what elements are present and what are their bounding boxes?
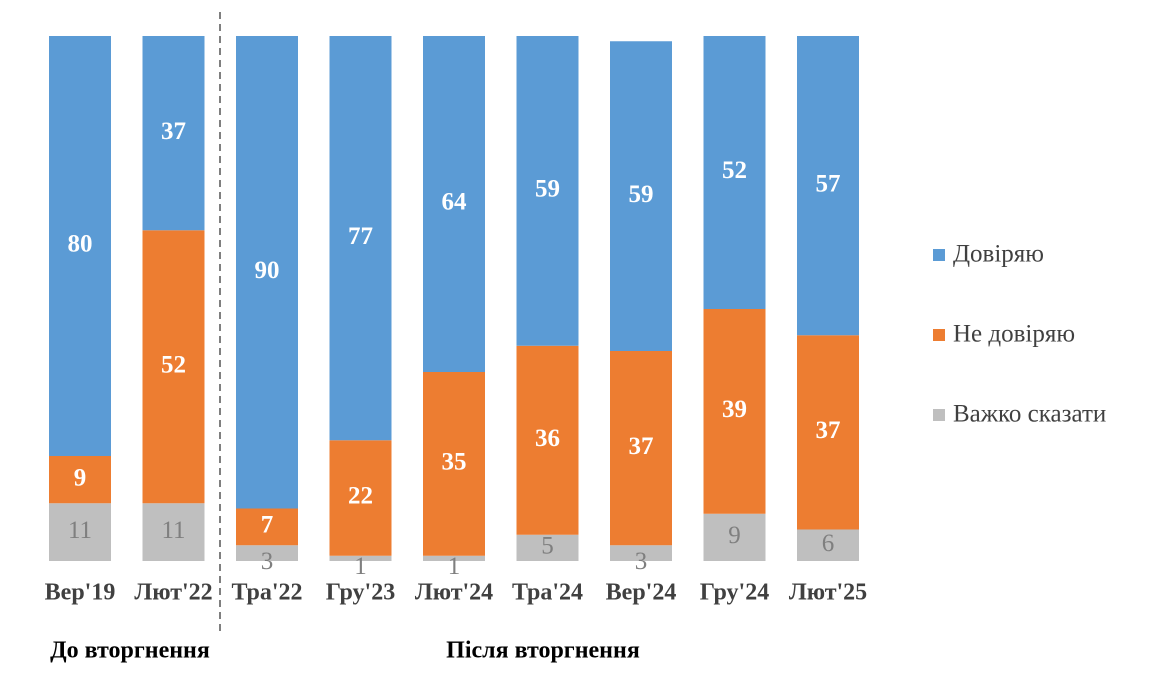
bar-segment: [142, 230, 205, 504]
bar-segment: [423, 555, 485, 561]
bar-segment: [329, 555, 392, 561]
x-tick-label: Вер'19: [45, 580, 116, 606]
x-tick-label: Лют'25: [789, 580, 867, 606]
value-label: 7: [261, 512, 274, 539]
bar-segment: [703, 309, 766, 514]
value-label: 9: [728, 522, 741, 549]
bar-segment: [516, 36, 579, 346]
bar-segment: [797, 335, 859, 530]
bar-segment: [49, 503, 111, 561]
bar-segment: [49, 456, 111, 504]
value-label: 3: [261, 548, 274, 575]
bar-segment: [142, 503, 205, 561]
value-label: 52: [161, 351, 186, 378]
bar-segment: [797, 36, 859, 336]
value-label: 77: [348, 223, 373, 250]
value-label: 11: [68, 517, 92, 544]
bar-segment: [703, 513, 766, 561]
x-tick-label: Лют'24: [415, 580, 493, 606]
value-label: 39: [722, 396, 747, 423]
value-label: 37: [816, 417, 841, 444]
bar-segment: [610, 545, 672, 561]
bar-segment: [236, 545, 298, 561]
legend-swatch: [933, 409, 945, 421]
value-label: 5: [541, 533, 554, 560]
value-label: 1: [354, 553, 367, 580]
x-tick-label: Гру'24: [700, 580, 769, 606]
bar-segment: [703, 36, 766, 309]
bar-segment: [516, 345, 579, 535]
x-tick-label: Тра'22: [231, 580, 302, 606]
value-label: 37: [629, 433, 654, 460]
bar-segment: [610, 41, 672, 351]
value-label: 22: [348, 483, 373, 510]
value-label: 52: [722, 157, 747, 184]
value-label: 90: [255, 257, 280, 284]
group-label: Після вторгнення: [446, 638, 640, 664]
bar-segment: [329, 36, 392, 441]
bar-segment: [423, 372, 485, 556]
bar-segment: [516, 534, 579, 561]
legend-label: Не довіряю: [953, 321, 1075, 348]
bar-segment: [49, 36, 111, 456]
legend-swatch: [933, 249, 945, 261]
bar-segment: [236, 36, 298, 509]
legend-swatch: [933, 329, 945, 341]
x-tick-label: Гру'23: [326, 580, 395, 606]
value-label: 59: [629, 181, 654, 208]
value-label: 6: [822, 530, 835, 557]
group-label: До вторгнення: [50, 638, 210, 664]
value-label: 11: [161, 517, 185, 544]
legend-label: Важко сказати: [953, 401, 1106, 428]
value-label: 57: [816, 170, 841, 197]
bar-segment: [236, 508, 298, 546]
x-tick-label: Лют'22: [134, 580, 212, 606]
value-label: 80: [68, 231, 93, 258]
bar-segment: [142, 36, 205, 231]
value-label: 36: [535, 425, 560, 452]
legend-label: Довіряю: [953, 241, 1044, 268]
bar-segment: [423, 36, 485, 372]
value-label: 35: [442, 449, 467, 476]
value-label: 9: [74, 464, 87, 491]
x-tick-label: Тра'24: [512, 580, 583, 606]
bar-segment: [610, 351, 672, 546]
bar-segment: [797, 529, 859, 561]
value-label: 3: [635, 548, 648, 575]
bar-segment: [329, 440, 392, 556]
value-label: 1: [448, 553, 461, 580]
value-label: 64: [442, 189, 468, 216]
value-label: 59: [535, 176, 560, 203]
x-tick-label: Вер'24: [606, 580, 677, 606]
value-label: 37: [161, 118, 186, 145]
